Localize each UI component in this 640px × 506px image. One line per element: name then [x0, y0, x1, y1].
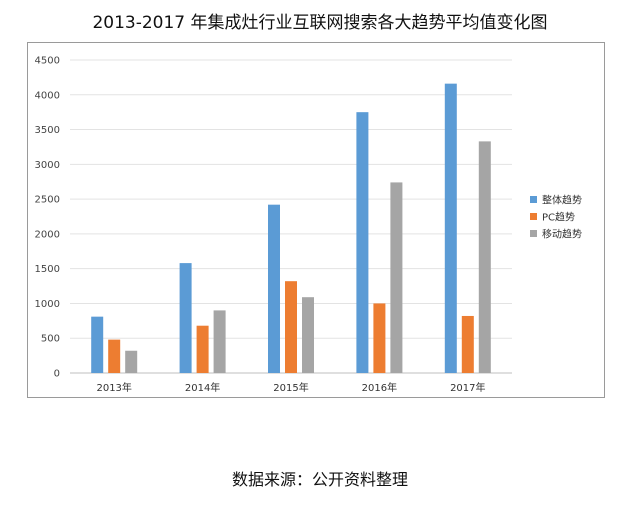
y-tick-label: 1000 — [35, 299, 60, 310]
bar-0-2 — [268, 204, 280, 373]
chart-title: 2013-2017 年集成灶行业互联网搜索各大趋势平均值变化图 — [92, 13, 548, 33]
y-tick-label: 2500 — [35, 195, 60, 206]
x-category-label: 2014年 — [185, 381, 220, 394]
x-category-label: 2016年 — [362, 381, 397, 394]
legend-swatch — [530, 196, 537, 203]
y-tick-label: 2000 — [35, 229, 60, 240]
x-axis-labels: 2013年 2014年 2015年 2016年 2017年 — [96, 381, 485, 394]
legend-swatch — [530, 213, 537, 220]
bars — [91, 83, 491, 374]
bar-0-0 — [91, 316, 104, 373]
bar-1-0 — [108, 339, 121, 373]
data-source: 数据来源：公开资料整理 — [231, 470, 408, 489]
y-tick-label: 500 — [41, 334, 60, 345]
bar-2-2 — [302, 297, 314, 373]
y-axis-ticks: 0 500 1000 1500 2000 2500 3000 3500 4000 4500 — [35, 56, 60, 380]
legend-swatch — [530, 230, 537, 237]
y-tick-label: 3000 — [35, 160, 60, 171]
bar-1-1 — [196, 325, 209, 373]
y-tick-label: 4000 — [35, 90, 60, 101]
bar-2-0 — [125, 350, 138, 373]
bar-1-3 — [373, 303, 386, 373]
y-tick-label: 0 — [54, 369, 60, 380]
bar-1-2 — [285, 281, 297, 373]
bar-2-3 — [390, 182, 403, 373]
legend-label: PC趋势 — [542, 211, 575, 224]
legend-label: 移动趋势 — [542, 228, 582, 241]
bar-0-3 — [356, 112, 369, 374]
y-tick-label: 4500 — [35, 56, 60, 67]
bar-1-4 — [461, 315, 474, 373]
y-tick-label: 3500 — [35, 125, 60, 136]
bar-0-1 — [179, 263, 192, 373]
x-category-label: 2017年 — [450, 381, 485, 394]
bar-2-1 — [213, 310, 226, 373]
x-category-label: 2015年 — [273, 381, 308, 394]
x-category-label: 2013年 — [96, 381, 131, 394]
bar-2-4 — [478, 141, 491, 373]
y-tick-label: 1500 — [35, 264, 60, 275]
legend-label: 整体趋势 — [542, 194, 582, 207]
bar-0-4 — [444, 83, 457, 373]
